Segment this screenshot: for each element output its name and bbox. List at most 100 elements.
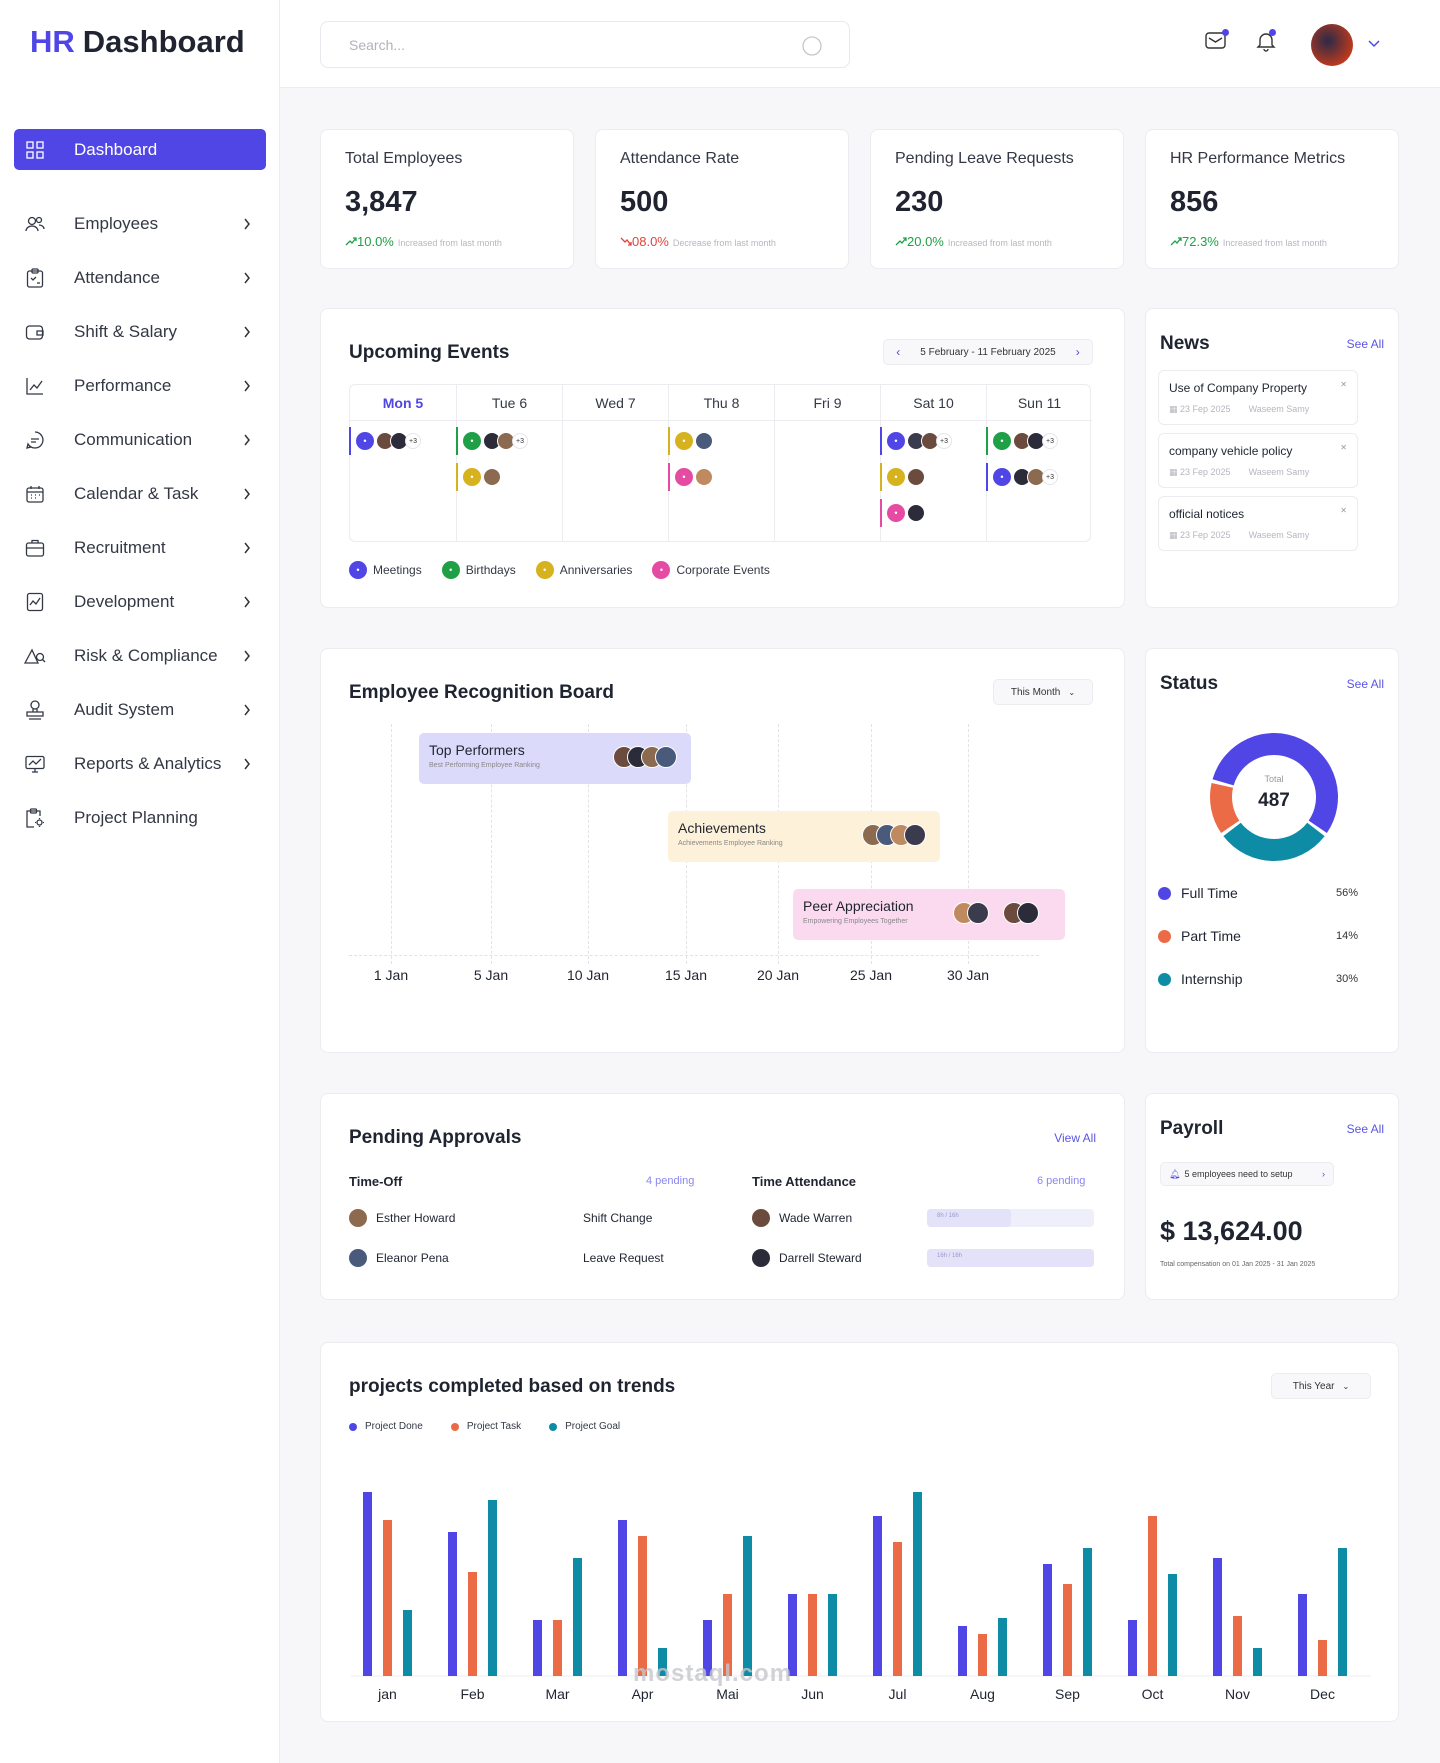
bar-project-done-jan[interactable]: [363, 1492, 372, 1676]
recognition-bar[interactable]: Peer Appreciation Empowering Employees To…: [793, 889, 1065, 940]
calendar-event[interactable]: •: [456, 463, 501, 491]
mail-icon[interactable]: [1205, 29, 1229, 55]
bar-project-task-oct[interactable]: [1148, 1516, 1157, 1676]
timeoff-row[interactable]: Eleanor Pena: [349, 1248, 449, 1268]
bar-project-done-oct[interactable]: [1128, 1620, 1137, 1676]
calendar-day[interactable]: Thu 8 • •: [668, 385, 774, 541]
sidebar-item-project-planning[interactable]: Project Planning: [14, 797, 266, 838]
sidebar-item-performance[interactable]: Performance: [14, 365, 266, 406]
recognition-bar[interactable]: Achievements Achievements Employee Rankin…: [668, 811, 940, 862]
timeoff-row[interactable]: Esther Howard: [349, 1208, 455, 1228]
sidebar-item-shift-salary[interactable]: Shift & Salary: [14, 311, 266, 352]
close-icon[interactable]: ✕: [1340, 443, 1347, 452]
bar-project-task-dec[interactable]: [1318, 1640, 1327, 1676]
recognition-filter[interactable]: This Month ⌄: [993, 679, 1093, 705]
search-icon[interactable]: [801, 35, 823, 57]
calendar-event[interactable]: • +3: [986, 463, 1058, 491]
bar-project-goal-mar[interactable]: [573, 1558, 582, 1676]
news-item[interactable]: official notices ✕ ▦ 23 Fep 2025 Waseem Sam…: [1158, 496, 1358, 551]
calendar-event[interactable]: •: [880, 499, 925, 527]
projects-filter[interactable]: This Year ⌄: [1271, 1373, 1371, 1399]
close-icon[interactable]: ✕: [1340, 380, 1347, 389]
approvals-view-all[interactable]: View All: [1054, 1131, 1096, 1145]
recognition-bar[interactable]: Top Performers Best Performing Employee R…: [419, 733, 691, 784]
bar-project-task-aug[interactable]: [978, 1634, 987, 1676]
bar-project-goal-aug[interactable]: [998, 1618, 1007, 1676]
calendar-event[interactable]: •: [668, 427, 713, 455]
bar-project-done-mar[interactable]: [533, 1620, 542, 1676]
bar-project-done-jul[interactable]: [873, 1516, 882, 1676]
sidebar-item-calendar-task[interactable]: Calendar & Task: [14, 473, 266, 514]
donut-slice-part-time[interactable]: [1210, 782, 1240, 834]
bar-project-goal-mai[interactable]: [743, 1536, 752, 1676]
bar-project-goal-jun[interactable]: [828, 1594, 837, 1676]
sidebar-item-dashboard[interactable]: Dashboard: [14, 129, 266, 170]
sidebar-item-development[interactable]: Development: [14, 581, 266, 622]
bell-icon[interactable]: [1255, 29, 1277, 57]
bar-project-goal-feb[interactable]: [488, 1500, 497, 1676]
calendar-event[interactable]: • +3: [456, 427, 528, 455]
bar-project-done-jun[interactable]: [788, 1594, 797, 1676]
bar-project-task-jan[interactable]: [383, 1520, 392, 1676]
bar-project-done-aug[interactable]: [958, 1626, 967, 1676]
calendar-event[interactable]: • +3: [986, 427, 1058, 455]
bar-project-goal-jul[interactable]: [913, 1492, 922, 1676]
bar-project-goal-sep[interactable]: [1083, 1548, 1092, 1676]
calendar-event[interactable]: • +3: [349, 427, 421, 455]
bar-project-done-apr[interactable]: [618, 1520, 627, 1676]
donut-slice-internship[interactable]: [1223, 822, 1325, 861]
prev-week-icon[interactable]: ‹: [896, 345, 901, 359]
close-icon[interactable]: ✕: [1340, 506, 1347, 515]
sidebar-item-communication[interactable]: Communication: [14, 419, 266, 460]
payroll-notice[interactable]: 🔔︎ 5 employees need to setup ›: [1160, 1162, 1334, 1186]
bar-project-done-sep[interactable]: [1043, 1564, 1052, 1676]
sidebar-item-attendance[interactable]: Attendance: [14, 257, 266, 298]
bar-project-goal-nov[interactable]: [1253, 1648, 1262, 1676]
status-see-all[interactable]: See All: [1346, 677, 1384, 691]
search-input[interactable]: [349, 22, 789, 67]
news-item[interactable]: Use of Company Property ✕ ▦ 23 Fep 2025 Was…: [1158, 370, 1358, 425]
bar-project-task-mar[interactable]: [553, 1620, 562, 1676]
calendar-event[interactable]: • +3: [880, 427, 952, 455]
attendance-pending: 6 pending: [1037, 1175, 1086, 1187]
calendar-day[interactable]: Sat 10 • +3 • •: [880, 385, 986, 541]
calendar-day[interactable]: Mon 5 • +3: [349, 385, 456, 541]
bar-project-task-mai[interactable]: [723, 1594, 732, 1676]
bar-project-done-dec[interactable]: [1298, 1594, 1307, 1676]
bar-project-goal-oct[interactable]: [1168, 1574, 1177, 1676]
sidebar-item-risk-compliance[interactable]: Risk & Compliance: [14, 635, 266, 676]
bar-project-task-feb[interactable]: [468, 1572, 477, 1676]
bar-project-task-jun[interactable]: [808, 1594, 817, 1676]
bar-project-task-apr[interactable]: [638, 1536, 647, 1676]
calendar-event[interactable]: •: [668, 463, 713, 491]
sidebar-item-employees[interactable]: Employees: [14, 203, 266, 244]
attendance-row[interactable]: Darrell Steward: [752, 1248, 862, 1268]
calendar-day[interactable]: Sun 11 • +3 • +3: [986, 385, 1092, 541]
bar-project-goal-jan[interactable]: [403, 1610, 412, 1676]
bar-project-done-feb[interactable]: [448, 1532, 457, 1676]
attendance-row[interactable]: Wade Warren: [752, 1208, 852, 1228]
sidebar-item-audit-system[interactable]: Audit System: [14, 689, 266, 730]
bar-project-done-mai[interactable]: [703, 1620, 712, 1676]
date-range-picker[interactable]: ‹ 5 February - 11 February 2025 ›: [883, 339, 1093, 365]
calendar-day[interactable]: Wed 7: [562, 385, 668, 541]
calendar-event[interactable]: •: [880, 463, 925, 491]
calendar-day[interactable]: Tue 6 • +3 •: [456, 385, 562, 541]
news-item[interactable]: company vehicle policy ✕ ▦ 23 Fep 2025 Wase…: [1158, 433, 1358, 488]
bar-project-task-jul[interactable]: [893, 1542, 902, 1676]
calendar-day[interactable]: Fri 9: [774, 385, 880, 541]
sidebar-item-reports-analytics[interactable]: Reports & Analytics: [14, 743, 266, 784]
chevron-down-icon[interactable]: [1367, 36, 1381, 54]
payroll-see-all[interactable]: See All: [1346, 1122, 1384, 1136]
bar-project-done-nov[interactable]: [1213, 1558, 1222, 1676]
news-see-all[interactable]: See All: [1346, 337, 1384, 351]
avatar[interactable]: [1311, 24, 1353, 66]
bar-project-goal-apr[interactable]: [658, 1648, 667, 1676]
donut-slice-full-time[interactable]: [1212, 733, 1338, 834]
next-week-icon[interactable]: ›: [1075, 345, 1080, 359]
bar-project-task-nov[interactable]: [1233, 1616, 1242, 1676]
bar-project-task-sep[interactable]: [1063, 1584, 1072, 1676]
stat-trend: 20.0% Increased from last month: [895, 234, 1052, 249]
bar-project-goal-dec[interactable]: [1338, 1548, 1347, 1676]
sidebar-item-recruitment[interactable]: Recruitment: [14, 527, 266, 568]
